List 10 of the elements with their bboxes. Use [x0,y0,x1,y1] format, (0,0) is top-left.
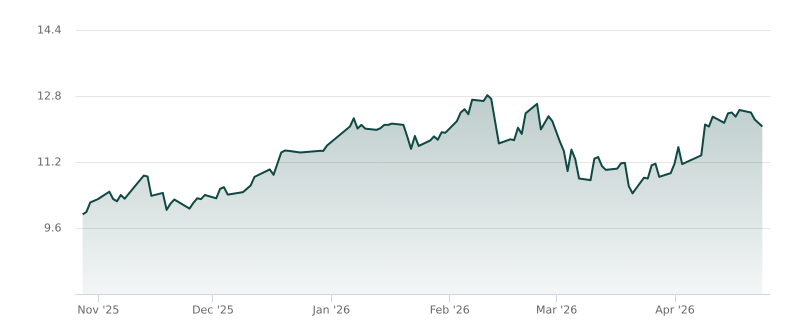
y-tick-label: 11.2 [37,156,62,168]
x-tick-label: Mar '26 [536,304,578,316]
x-tick-label: Jan '26 [312,304,350,316]
y-tick-label: 14.4 [37,24,62,36]
x-tick-label: Nov '25 [77,304,120,316]
y-tick-label: 9.6 [44,222,62,234]
y-tick-label: 12.8 [37,90,62,102]
x-tick-label: Dec '25 [192,304,234,316]
x-tick-label: Apr '26 [655,304,695,316]
x-tick-label: Feb '26 [430,304,470,316]
